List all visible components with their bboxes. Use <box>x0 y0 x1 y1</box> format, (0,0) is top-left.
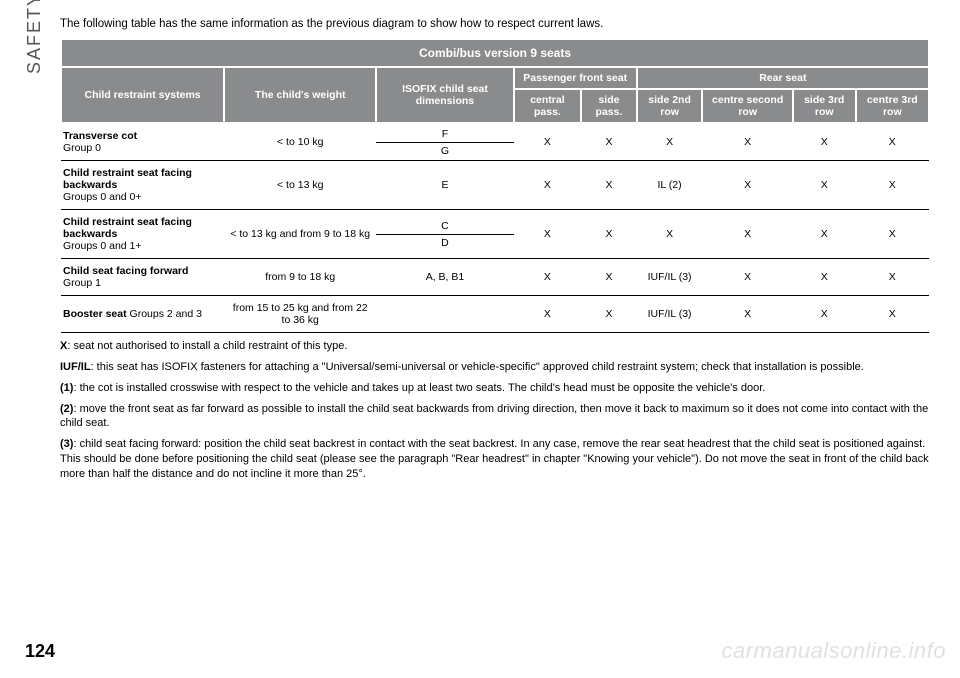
col-rear-group: Rear seat <box>637 67 929 89</box>
col-weight: The child's weight <box>224 67 376 123</box>
cell-value: X <box>793 296 856 333</box>
note-3: (3): child seat facing forward: position… <box>60 437 930 482</box>
section-label: SAFETY <box>24 0 45 74</box>
cell-value: X <box>856 259 929 296</box>
col-front-side: side pass. <box>581 89 636 123</box>
col-front-group: Passenger front seat <box>514 67 637 89</box>
table-row: Child restraint seat facing backwardsGro… <box>61 210 929 259</box>
cell-dims: CD <box>376 210 513 259</box>
cell-value: X <box>514 161 582 210</box>
cell-value: X <box>793 123 856 161</box>
cell-value: X <box>581 123 636 161</box>
table-row: Child restraint seat facing backwardsGro… <box>61 161 929 210</box>
col-front-central: central pass. <box>514 89 582 123</box>
cell-value: X <box>702 259 792 296</box>
cell-restraint: Transverse cotGroup 0 <box>61 123 224 161</box>
notes-block: X: seat not authorised to install a chil… <box>60 339 930 482</box>
cell-restraint: Child seat facing forward Group 1 <box>61 259 224 296</box>
table-row: Transverse cotGroup 0< to 10 kgFGXXXXXX <box>61 123 929 161</box>
note-iuf: IUF/IL: this seat has ISOFIX fasteners f… <box>60 360 930 375</box>
cell-value: X <box>514 296 582 333</box>
cell-value: X <box>856 296 929 333</box>
cell-value: X <box>581 161 636 210</box>
cell-value: X <box>581 296 636 333</box>
col-isofix: ISOFIX child seat dimensions <box>376 67 513 123</box>
cell-value: X <box>581 210 636 259</box>
table-row: Child seat facing forward Group 1from 9 … <box>61 259 929 296</box>
cell-weight: < to 10 kg <box>224 123 376 161</box>
cell-value: X <box>514 210 582 259</box>
col-rear-centre2: centre second row <box>702 89 792 123</box>
col-rear-side2: side 2nd row <box>637 89 703 123</box>
cell-value: IUF/IL (3) <box>637 259 703 296</box>
note-1: (1): the cot is installed crosswise with… <box>60 381 930 396</box>
cell-restraint: Booster seat Groups 2 and 3 <box>61 296 224 333</box>
col-rear-side3: side 3rd row <box>793 89 856 123</box>
note-x: X: seat not authorised to install a chil… <box>60 339 930 354</box>
cell-weight: from 15 to 25 kg and from 22 to 36 kg <box>224 296 376 333</box>
cell-value: X <box>514 259 582 296</box>
cell-value: IL (2) <box>637 161 703 210</box>
cell-dims: A, B, B1 <box>376 259 513 296</box>
cell-restraint: Child restraint seat facing backwardsGro… <box>61 161 224 210</box>
cell-value: X <box>856 210 929 259</box>
cell-restraint: Child restraint seat facing backwardsGro… <box>61 210 224 259</box>
cell-value: X <box>702 123 792 161</box>
cell-dims: FG <box>376 123 513 161</box>
note-2: (2): move the front seat as far forward … <box>60 402 930 432</box>
cell-value: X <box>856 123 929 161</box>
cell-dims: E <box>376 161 513 210</box>
page-number: 124 <box>25 641 55 662</box>
cell-value: IUF/IL (3) <box>637 296 703 333</box>
cell-value: X <box>637 210 703 259</box>
table-title: Combi/bus version 9 seats <box>61 39 929 67</box>
cell-dims <box>376 296 513 333</box>
cell-value: X <box>793 161 856 210</box>
cell-weight: < to 13 kg and from 9 to 18 kg <box>224 210 376 259</box>
col-rear-centre3: centre 3rd row <box>856 89 929 123</box>
page-content: The following table has the same informa… <box>0 0 960 492</box>
cell-value: X <box>581 259 636 296</box>
cell-value: X <box>702 210 792 259</box>
cell-value: X <box>514 123 582 161</box>
cell-value: X <box>702 296 792 333</box>
intro-text: The following table has the same informa… <box>60 18 930 30</box>
cell-weight: from 9 to 18 kg <box>224 259 376 296</box>
cell-value: X <box>793 259 856 296</box>
col-restraint: Child restraint systems <box>61 67 224 123</box>
cell-weight: < to 13 kg <box>224 161 376 210</box>
cell-value: X <box>702 161 792 210</box>
cell-value: X <box>793 210 856 259</box>
watermark: carmanualsonline.info <box>721 638 946 664</box>
table-row: Booster seat Groups 2 and 3from 15 to 25… <box>61 296 929 333</box>
restraint-table: Combi/bus version 9 seats Child restrain… <box>60 38 930 333</box>
cell-value: X <box>637 123 703 161</box>
cell-value: X <box>856 161 929 210</box>
